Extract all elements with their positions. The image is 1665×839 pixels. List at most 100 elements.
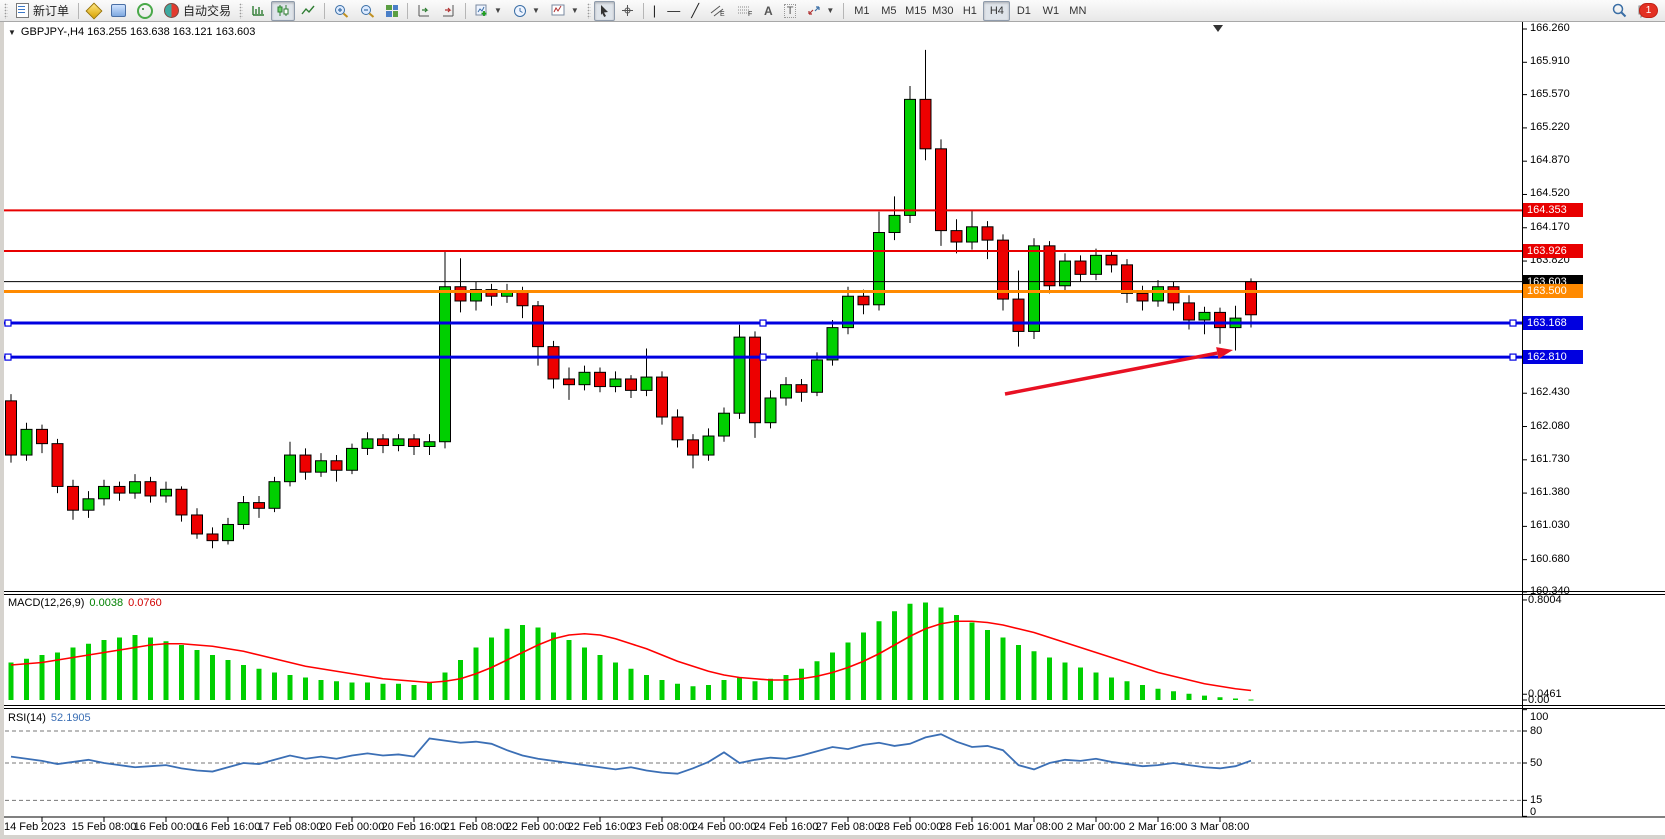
macd-histogram-bar [70, 647, 76, 700]
autotrading-button[interactable]: 自动交易 [159, 1, 236, 21]
cursor-button[interactable] [593, 0, 615, 21]
text-label-icon: T [783, 3, 797, 18]
signals-button[interactable] [132, 1, 158, 21]
arrows-button[interactable]: ▼ [802, 1, 839, 21]
candlestick-chart-button[interactable] [271, 0, 296, 21]
toolbar-grip[interactable] [4, 2, 8, 19]
macd-histogram-bar [520, 625, 525, 700]
candle-body-up [439, 286, 451, 443]
candle-body-up [1198, 311, 1211, 321]
macd-signal-line [10, 620, 1252, 692]
cursor-icon [600, 5, 608, 17]
macd-histogram-bar [489, 637, 494, 700]
crosshair-button[interactable] [616, 1, 639, 21]
timeframe-toolbar: M1 M5 M15 M30 H1 H4 D1 W1 MN [848, 0, 1091, 21]
macd-histogram-bar [272, 672, 277, 700]
annotation-arrow-head[interactable] [1216, 347, 1233, 359]
zoom-in-button[interactable] [329, 1, 354, 21]
macd-histogram-bar [55, 652, 60, 700]
trendline-button[interactable]: ╱ [686, 1, 704, 21]
timeframe-m1[interactable]: M1 [848, 1, 875, 21]
annotation-arrow-line[interactable] [1004, 351, 1218, 396]
candle-body-up [268, 481, 281, 509]
candle-body-up [842, 295, 854, 329]
toolbar-grip[interactable] [586, 2, 591, 19]
text-button[interactable]: A [759, 1, 778, 21]
candle-body-down [935, 148, 947, 232]
macd-histogram-bar [814, 661, 820, 700]
fibonacci-button[interactable]: F [732, 1, 758, 21]
candle-body-up [315, 460, 327, 473]
notifications-button[interactable]: 1 [1633, 1, 1663, 21]
candle-body-down [1121, 264, 1133, 294]
candle-body-down [144, 481, 157, 497]
line-chart-button[interactable] [296, 1, 320, 21]
macd-histogram-bar [39, 655, 45, 700]
macd-histogram-bar [256, 668, 262, 700]
macd-histogram-bar [303, 677, 308, 700]
macd-histogram-bar [768, 678, 773, 700]
macd-histogram-bar [380, 683, 386, 700]
indicators-icon [475, 4, 487, 16]
macd-histogram-bar [938, 607, 944, 700]
auto-scroll-button[interactable] [412, 1, 436, 21]
new-order-button[interactable]: 新订单 [11, 1, 74, 21]
timeframe-mn[interactable]: MN [1064, 1, 1091, 21]
timeframe-h4[interactable]: H4 [983, 0, 1011, 21]
macd-histogram-bar [1000, 637, 1006, 700]
timeframe-m15[interactable]: M15 [902, 1, 929, 21]
candle-body-down [51, 443, 64, 487]
periods-button[interactable]: ▼ [508, 1, 545, 21]
candle-body-down [563, 378, 575, 386]
templates-button[interactable]: ▼ [546, 1, 584, 21]
candle-body-up [361, 438, 374, 449]
hline-handle[interactable] [1509, 353, 1517, 361]
bar-chart-button[interactable] [246, 1, 270, 21]
horizontal-line-button[interactable]: — [662, 1, 685, 21]
hline-handle[interactable] [4, 353, 12, 361]
macd-histogram-bar [117, 637, 122, 700]
market-button[interactable] [83, 1, 105, 21]
autotrading-label: 自动交易 [183, 4, 232, 18]
vertical-line-button[interactable]: | [648, 1, 661, 21]
chart-shift-icon [443, 5, 454, 17]
tile-windows-button[interactable] [381, 1, 403, 21]
timeframe-h1[interactable]: H1 [956, 1, 983, 21]
candle-body-down [671, 416, 684, 441]
text-label-button[interactable]: T [779, 1, 802, 21]
toolbar-grip[interactable] [239, 2, 244, 19]
zoom-out-button[interactable] [355, 1, 380, 21]
indicators-button[interactable]: ▼ [470, 1, 507, 21]
candle-body-up [129, 481, 141, 494]
candle-body-down [1043, 245, 1056, 287]
timeframe-w1[interactable]: W1 [1037, 1, 1064, 21]
hline-handle[interactable] [759, 319, 767, 327]
line-chart-icon [301, 5, 315, 15]
macd-histogram-bar [628, 668, 634, 700]
macd-histogram-bar [1078, 667, 1083, 700]
timeframe-d1[interactable]: D1 [1010, 1, 1037, 21]
dropdown-caret-icon: ▼ [826, 6, 835, 15]
macd-histogram-bar [1124, 681, 1130, 700]
equidistant-channel-button[interactable]: E [705, 1, 731, 21]
hline-handle[interactable] [4, 319, 12, 327]
toolbar-separator [324, 2, 326, 19]
macd-histogram-bar [1248, 699, 1254, 701]
hline-handle[interactable] [1509, 319, 1517, 327]
chart-shift-marker-icon[interactable] [1213, 25, 1223, 32]
candle-body-up [82, 498, 95, 511]
candle-body-down [749, 336, 761, 424]
macd-histogram-bar [241, 665, 246, 700]
timeframe-m5[interactable]: M5 [875, 1, 902, 21]
candle-body-up [392, 438, 405, 447]
search-button[interactable] [1607, 1, 1632, 21]
candle-body-up [811, 359, 823, 393]
hline-handle[interactable] [759, 353, 767, 361]
timeframe-m30[interactable]: M30 [929, 1, 956, 21]
signal-icon [137, 2, 154, 19]
chart-shift-button[interactable] [437, 1, 461, 21]
candle-body-down [377, 438, 389, 447]
terminal-button[interactable] [106, 1, 131, 21]
macd-histogram-bar [210, 655, 215, 700]
